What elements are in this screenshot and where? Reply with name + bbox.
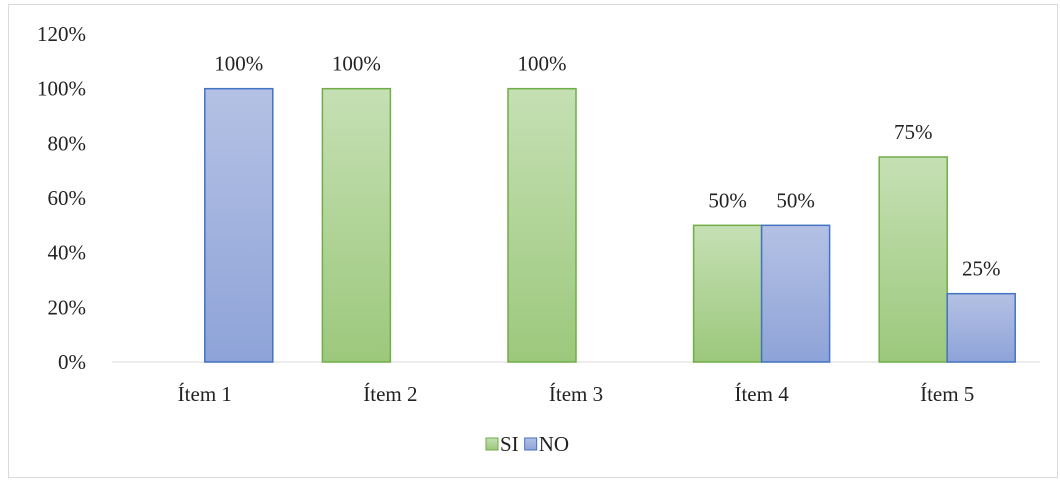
legend: SI NO bbox=[485, 432, 569, 456]
y-tick-label: 80% bbox=[48, 131, 87, 155]
data-label: 50% bbox=[708, 188, 747, 212]
x-tick-label: Ítem 5 bbox=[920, 382, 974, 406]
data-labels: 100% 100% 100% 50% 50% 75% 25% bbox=[214, 52, 1000, 281]
y-tick-label: 20% bbox=[48, 295, 87, 319]
legend-label-no: NO bbox=[539, 432, 569, 456]
bar-no bbox=[760, 224, 831, 363]
bar-si bbox=[692, 224, 763, 363]
data-label: 100% bbox=[332, 52, 381, 76]
data-label: 100% bbox=[518, 52, 567, 76]
bar-si bbox=[878, 156, 948, 363]
y-tick-label: 60% bbox=[48, 186, 87, 210]
x-tick-label: Ítem 2 bbox=[363, 382, 417, 406]
y-tick-label: 0% bbox=[58, 350, 86, 374]
x-axis: Ítem 1 Ítem 2 Ítem 3 Ítem 4 Ítem 5 bbox=[178, 382, 975, 406]
y-tick-label: 120% bbox=[37, 22, 86, 46]
data-label: 50% bbox=[776, 188, 815, 212]
data-label: 100% bbox=[214, 52, 263, 76]
data-label: 25% bbox=[962, 257, 1001, 281]
legend-swatch-si bbox=[485, 437, 499, 451]
data-label: 75% bbox=[894, 120, 933, 144]
x-tick-label: Ítem 1 bbox=[178, 382, 232, 406]
bar-si bbox=[321, 87, 392, 363]
legend-swatch-no bbox=[524, 437, 538, 451]
x-tick-label: Ítem 4 bbox=[734, 382, 789, 406]
bar-no bbox=[946, 292, 1016, 363]
y-tick-label: 40% bbox=[48, 241, 87, 265]
y-tick-label: 100% bbox=[37, 77, 86, 101]
x-tick-label: Ítem 3 bbox=[549, 382, 603, 406]
bars bbox=[204, 87, 1016, 363]
y-axis: 0% 20% 40% 60% 80% 100% 120% bbox=[37, 22, 86, 374]
legend-label-si: SI bbox=[500, 432, 519, 456]
bar-si bbox=[507, 87, 577, 363]
bar-no bbox=[204, 87, 274, 363]
